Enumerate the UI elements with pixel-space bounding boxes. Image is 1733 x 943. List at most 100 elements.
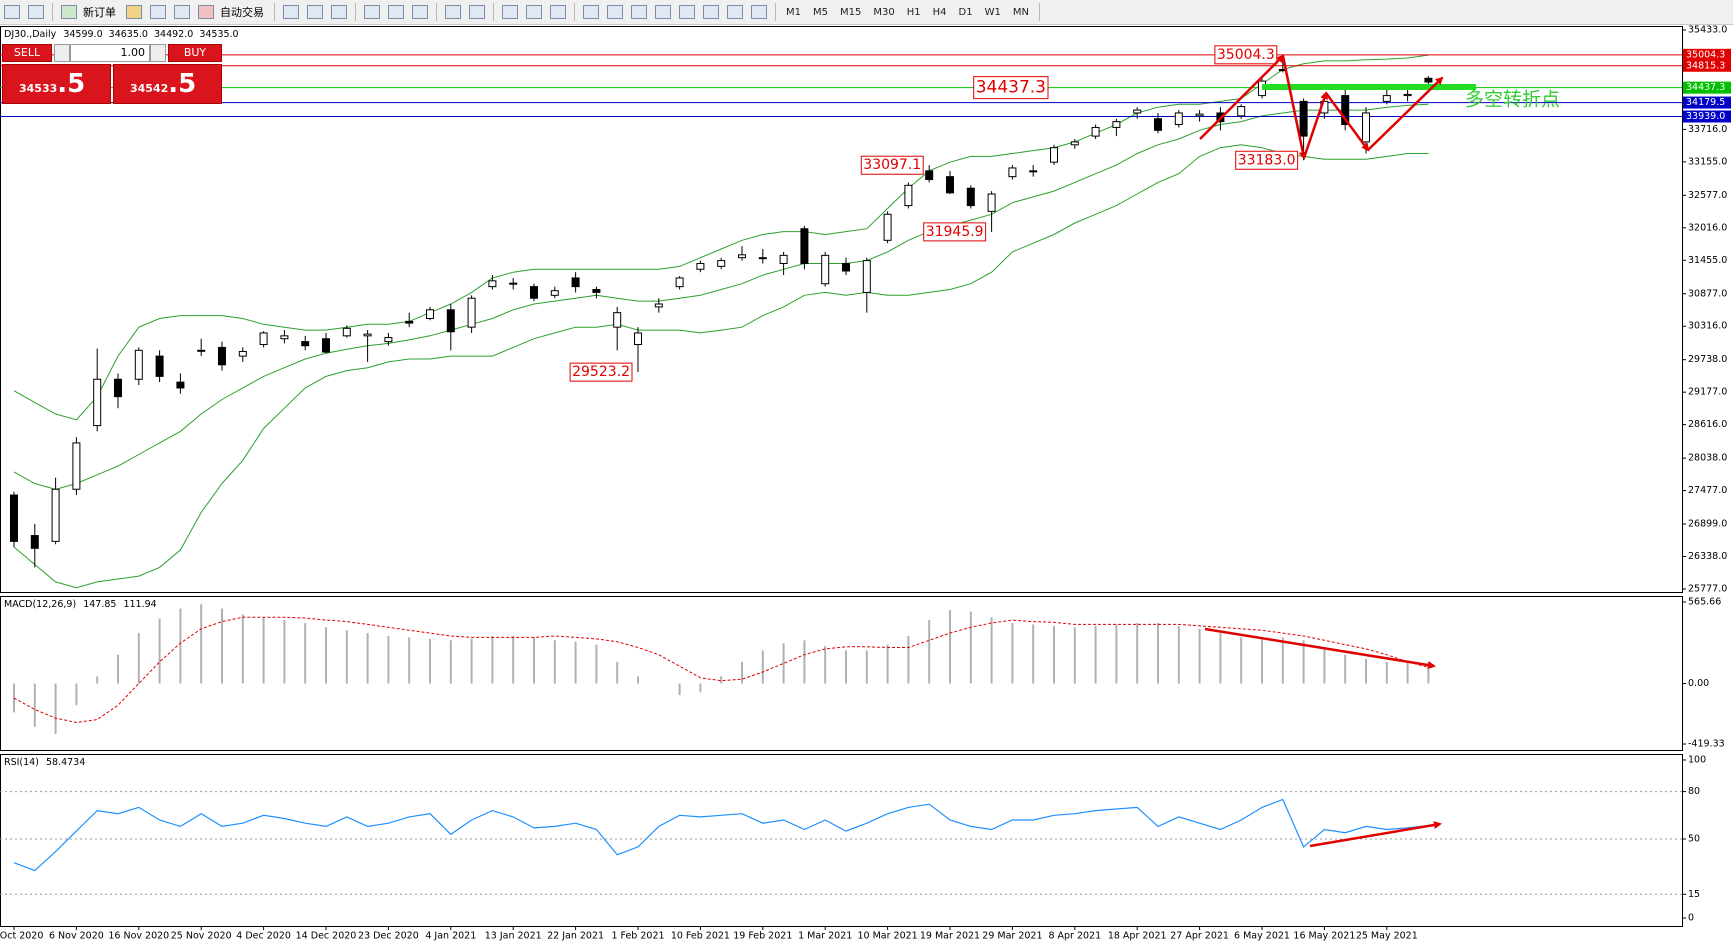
x-tick-label: 23 Dec 2020 [358,931,419,942]
buy-button[interactable]: BUY [168,44,222,62]
annotation: 29523.2 [572,364,630,380]
annotation: 33183.0 [1238,152,1296,168]
timeframe[interactable]: M1 [786,6,801,18]
icon[interactable] [607,5,623,19]
y-tick-label: 28038.0 [1688,453,1727,464]
y-tick-label: 33155.0 [1688,156,1727,167]
icon[interactable] [174,5,190,19]
y-tick-label: 0.00 [1688,678,1709,689]
icon[interactable] [388,5,404,19]
annotation-box [1235,150,1299,170]
icon[interactable] [412,5,428,19]
new-order[interactable]: 新订单 [83,6,116,19]
timeframe[interactable]: H4 [932,6,947,18]
icon[interactable] [550,5,566,19]
icon[interactable] [283,5,299,19]
y-tick-label: 33716.0 [1688,124,1727,135]
rsi-label: RSI(14) [4,757,39,768]
ohlc: 34535.0 [199,29,238,40]
arrow [1302,91,1328,159]
y-tick-label: 0 [1688,913,1694,924]
candle-body [1112,121,1121,128]
icon[interactable] [583,5,599,19]
candle-body [1133,109,1142,114]
candle-body [405,320,414,324]
timeframe[interactable]: D1 [958,6,973,18]
timeframe[interactable]: M5 [813,6,828,18]
candle-body [467,297,476,328]
candle-body [93,378,102,427]
volume-down[interactable] [54,44,70,62]
y-tick-label: 26899.0 [1688,519,1727,530]
y-tick-label: 565.66 [1688,597,1721,608]
volume-input[interactable]: 1.00 [70,44,150,62]
arrow [1324,92,1370,152]
icon[interactable] [631,5,647,19]
volume-up[interactable] [150,44,166,62]
macd-label: MACD(12,26,9) [4,599,76,610]
icon[interactable] [727,5,743,19]
candle-body [800,228,809,264]
icon[interactable] [364,5,380,19]
price-tag [1683,59,1731,72]
icon[interactable] [307,5,323,19]
icon[interactable] [679,5,695,19]
candle-body [883,213,892,241]
candle-body [675,277,684,288]
candle-body [862,260,871,293]
x-tick-label: 29 Mar 2021 [982,931,1042,942]
y-tick-label: 35433.0 [1688,25,1727,36]
icon[interactable] [469,5,485,19]
timeframe[interactable]: H1 [906,6,921,18]
icon[interactable] [4,5,20,19]
buy-price[interactable]: 34542.5 [113,64,222,104]
timeframe[interactable]: MN [1012,6,1029,18]
new-order-icon[interactable] [61,5,77,19]
icon[interactable] [655,5,671,19]
sell-button[interactable]: SELL [2,44,52,62]
candle-body [30,535,39,549]
candle-body [322,338,330,353]
icon[interactable] [445,5,461,19]
y-tick-label: 26338.0 [1688,551,1727,562]
auto-trading[interactable]: 自动交易 [220,6,264,19]
icon[interactable] [126,5,142,19]
rsi-arrow [1309,821,1442,848]
icon[interactable] [28,5,44,19]
macd-panel [0,596,1683,751]
price-tag [1683,48,1731,61]
x-tick-label: 16 Nov 2020 [108,931,169,942]
candle-body [488,280,497,288]
candle-body [114,378,122,398]
candle-body [613,312,622,328]
x-tick-label: 6 May 2021 [1234,931,1290,942]
icon[interactable] [150,5,166,19]
candle-body [966,187,975,207]
candle-body [904,184,913,207]
macd-signal [13,616,1429,724]
candle-body [946,176,954,194]
x-tick-label: 1 Feb 2021 [611,931,664,942]
candle-body [280,335,289,340]
icon[interactable] [526,5,542,19]
icon[interactable] [703,5,719,19]
timeframe[interactable]: W1 [984,6,1001,18]
icon[interactable] [502,5,518,19]
x-tick-label: 4 Jan 2021 [425,931,476,942]
auto-trading-icon[interactable] [198,5,214,19]
timeframes: M1 M5 M15 M30 H1 H4 D1 W1 MN [780,7,1035,18]
timeframe[interactable]: M15 [840,6,862,18]
candle-body [197,349,206,352]
icon[interactable] [751,5,767,19]
x-tick-label: 27 Apr 2021 [1170,931,1229,942]
icon[interactable] [331,5,347,19]
candle-body [134,349,143,380]
headers: DJ30.,Daily 34599.0 34635.0 34492.0 3453… [4,29,239,768]
sell-price[interactable]: 34533.5 [2,64,111,104]
price-tag-label: 34437.3 [1686,82,1725,93]
y-tick-label: 31455.0 [1688,255,1727,266]
candle-body [1341,95,1350,126]
timeframe[interactable]: M30 [873,6,895,18]
candle-body [1362,112,1370,143]
